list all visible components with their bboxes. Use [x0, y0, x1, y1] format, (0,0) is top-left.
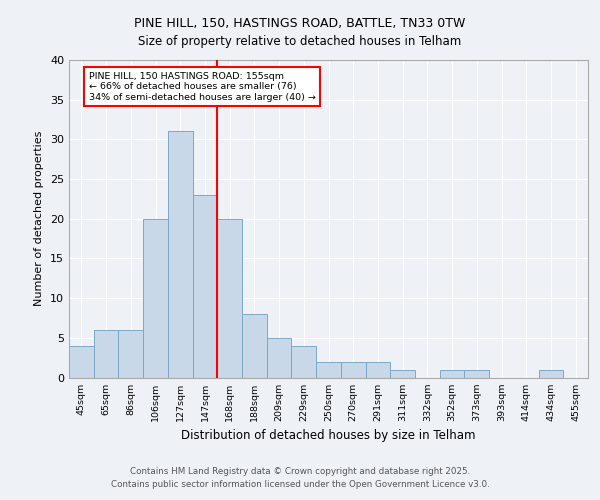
Bar: [292, 346, 316, 378]
Bar: [440, 370, 464, 378]
Bar: [69, 346, 94, 378]
Bar: [390, 370, 415, 378]
Text: Size of property relative to detached houses in Telham: Size of property relative to detached ho…: [139, 35, 461, 48]
Bar: [217, 219, 242, 378]
Y-axis label: Number of detached properties: Number of detached properties: [34, 131, 44, 306]
Bar: [316, 362, 341, 378]
Text: PINE HILL, 150 HASTINGS ROAD: 155sqm
← 66% of detached houses are smaller (76)
3: PINE HILL, 150 HASTINGS ROAD: 155sqm ← 6…: [89, 72, 316, 102]
X-axis label: Distribution of detached houses by size in Telham: Distribution of detached houses by size …: [181, 429, 476, 442]
Bar: [242, 314, 267, 378]
Text: PINE HILL, 150, HASTINGS ROAD, BATTLE, TN33 0TW: PINE HILL, 150, HASTINGS ROAD, BATTLE, T…: [134, 18, 466, 30]
Bar: [193, 195, 217, 378]
Bar: [118, 330, 143, 378]
Bar: [341, 362, 365, 378]
Bar: [94, 330, 118, 378]
Bar: [143, 219, 168, 378]
Bar: [267, 338, 292, 378]
Bar: [464, 370, 489, 378]
Bar: [365, 362, 390, 378]
Bar: [168, 132, 193, 378]
Bar: [539, 370, 563, 378]
Text: Contains HM Land Registry data © Crown copyright and database right 2025.
Contai: Contains HM Land Registry data © Crown c…: [110, 468, 490, 489]
